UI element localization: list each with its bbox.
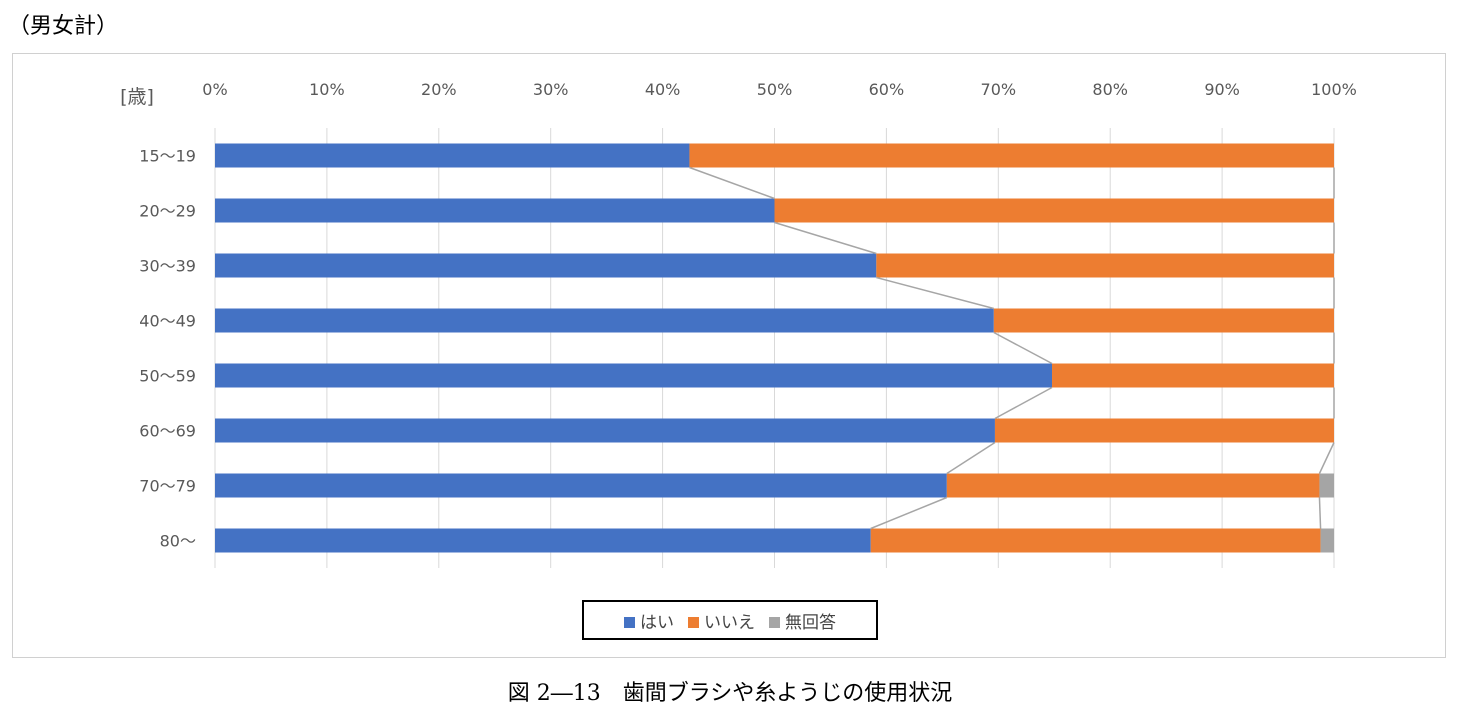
category-label: 80〜 [160,532,196,551]
bar-1 [1052,363,1334,388]
bar-0 [215,198,775,223]
series-line [870,496,948,530]
bar-2 [1320,528,1334,553]
x-tick-label: 90% [1204,80,1240,99]
x-tick-label: 30% [533,80,569,99]
category-label: 40〜49 [139,312,196,331]
bar-1 [870,528,1321,553]
legend-item-no: いいえ [688,608,755,633]
x-tick-label: 60% [869,80,905,99]
bar-0 [215,308,994,333]
series-line [1318,442,1335,474]
x-tick-label: 10% [309,80,345,99]
category-label: 60〜69 [139,422,196,441]
bar-0 [215,418,995,443]
bar-1 [993,308,1334,333]
x-tick-label: 70% [981,80,1017,99]
bar-2 [1319,473,1334,498]
series-line [993,331,1053,365]
bar-0 [215,253,877,278]
category-label: 50〜59 [139,367,196,386]
bar-1 [774,198,1334,223]
series-line [774,221,877,255]
x-tick-label: 80% [1092,80,1128,99]
bar-0 [215,473,947,498]
x-tick-label: 100% [1311,80,1357,99]
series-line [689,166,775,200]
figure-caption: 図 2―13 歯間ブラシや糸ようじの使用状況 [507,681,953,706]
x-tick-label: 40% [645,80,681,99]
category-label: 30〜39 [139,257,196,276]
bar-0 [215,528,871,553]
legend-item-noanswer: 無回答 [769,608,836,633]
x-tick-label: 0% [202,80,227,99]
series-line [946,441,996,475]
bar-0 [215,143,690,168]
series-line [1318,497,1322,529]
legend: はい いいえ 無回答 [582,600,878,640]
x-tick-label: 20% [421,80,457,99]
category-label: 20〜29 [139,202,196,221]
x-tick-label: 50% [757,80,793,99]
bar-1 [946,473,1320,498]
y-axis-label: [歳] [120,86,154,108]
category-label: 15〜19 [139,147,196,166]
category-label: 70〜79 [139,477,196,496]
bar-1 [689,143,1334,168]
series-line [994,386,1053,420]
chart-frame [12,53,1446,658]
bar-0 [215,363,1053,388]
bar-1 [876,253,1334,278]
series-line [876,276,995,310]
bar-1 [994,418,1334,443]
chart-note: （男女計） [8,14,119,39]
legend-item-yes: はい [624,608,674,633]
